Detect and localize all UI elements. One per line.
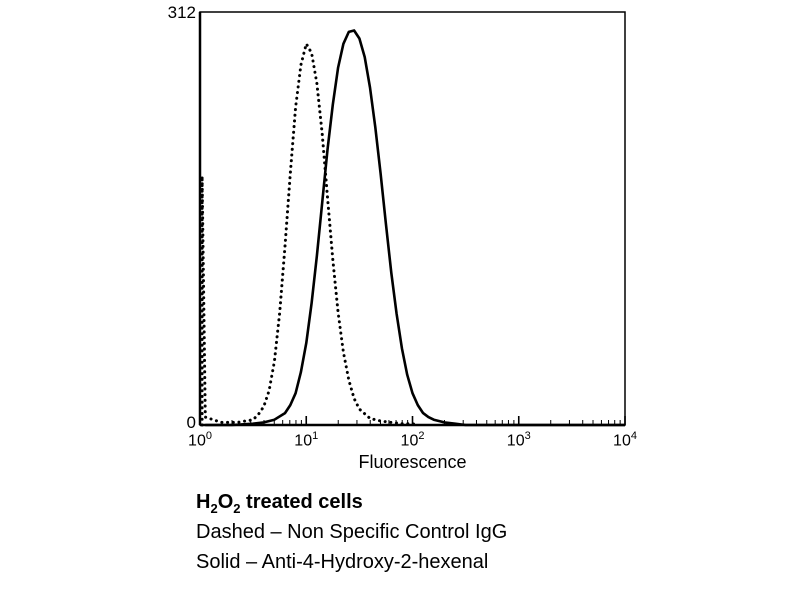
caption: H2O2 treated cells Dashed – Non Specific… [196, 487, 507, 577]
caption-treatment: H2O2 treated cells [196, 487, 507, 517]
y-axis-max-label: 312 [167, 3, 196, 22]
caption-o: O [217, 491, 234, 513]
x-tick-label-10e4: 104 [613, 430, 637, 450]
caption-dashed-legend: Dashed – Non Specific Control IgG [196, 521, 508, 543]
x-axis-title: Fluorescence [358, 452, 467, 472]
caption-sub-2: 2 [233, 501, 241, 516]
antibody-solid-curve [205, 29, 625, 427]
caption-treatment-rest: treated cells [240, 491, 363, 513]
x-tick-label-10e2: 102 [400, 430, 425, 450]
y-axis-min-label: 0 [186, 413, 196, 432]
plot-frame [198, 11, 626, 427]
caption-solid-legend: Solid – Anti-4-Hydroxy-2-hexenal [196, 551, 489, 573]
control-igg-dashed-curve [200, 42, 420, 427]
x-tick-label-10e1: 101 [294, 430, 319, 450]
x-tick-label-10e0: 100 [188, 430, 212, 450]
caption-sub-1: 2 [210, 501, 218, 516]
x-tick-label-10e3: 103 [506, 430, 531, 450]
caption-h: H [196, 491, 211, 513]
